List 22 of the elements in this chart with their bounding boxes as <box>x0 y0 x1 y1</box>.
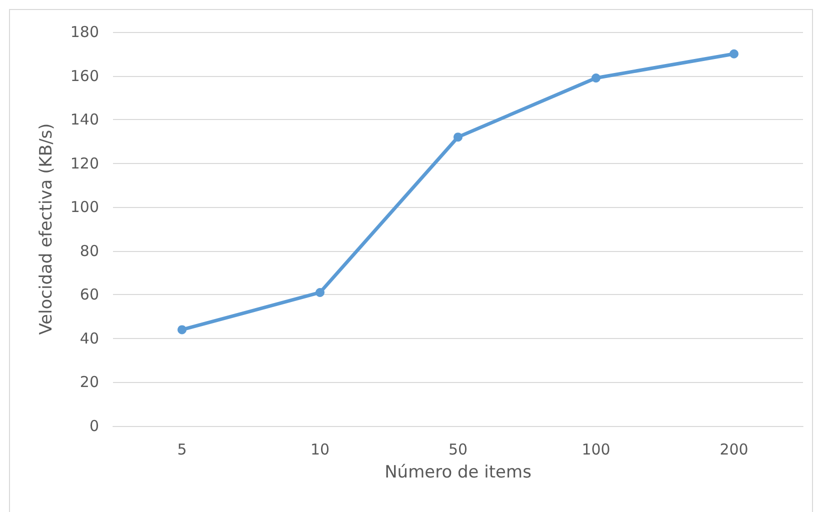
y-tick-label: 80 <box>80 242 99 260</box>
x-tick-label: 200 <box>720 440 748 458</box>
y-tick-label: 160 <box>70 66 99 85</box>
point <box>454 132 462 142</box>
point <box>592 73 600 82</box>
point <box>316 288 324 297</box>
y-tick-label: 60 <box>80 286 99 304</box>
y-tick-label: 100 <box>70 198 99 216</box>
point <box>730 49 738 58</box>
x-tick-label: 10 <box>310 440 330 458</box>
y-axis-title: Velocidad efectiva (KB/s) <box>36 123 56 335</box>
x-axis-title: Número de items <box>384 462 532 482</box>
y-tick-label: 120 <box>70 154 99 172</box>
y-tick-label: 40 <box>80 329 99 348</box>
y-tick-label: 20 <box>80 373 99 392</box>
point <box>178 325 186 334</box>
x-tick-label: 5 <box>177 440 187 458</box>
y-tick-label: 0 <box>89 417 99 435</box>
x-tick-label: 50 <box>448 440 468 458</box>
x-tick-label: 100 <box>582 440 610 458</box>
y-tick-label: 140 <box>70 110 99 129</box>
y-tick-label: 180 <box>70 23 99 41</box>
